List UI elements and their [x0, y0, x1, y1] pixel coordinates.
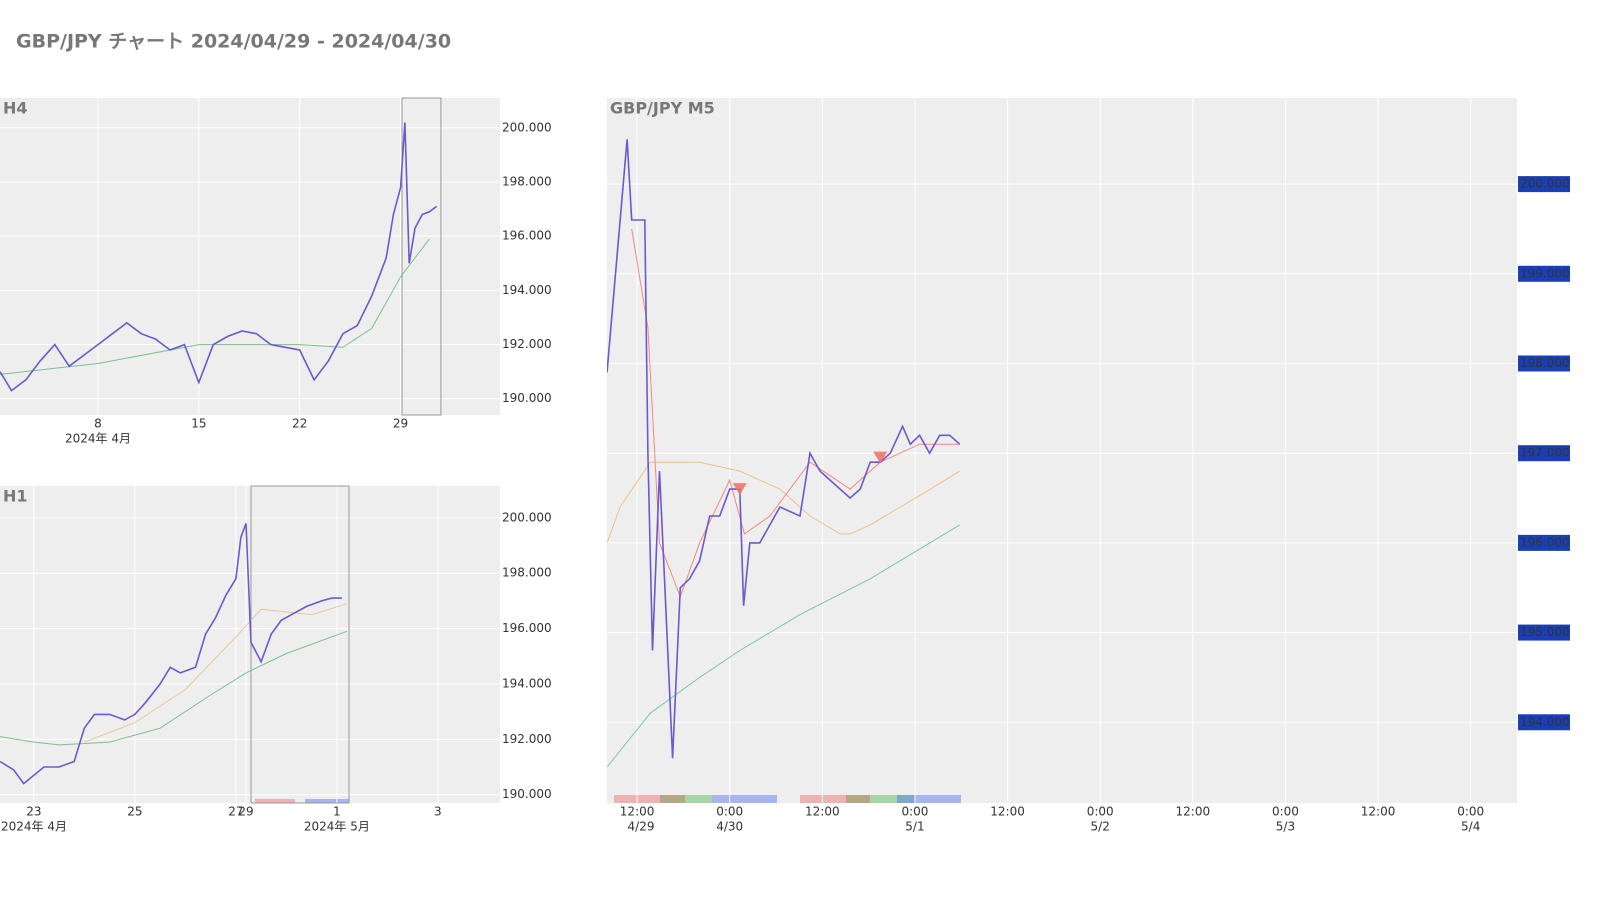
- y-tick-label: 198.000: [1520, 356, 1570, 370]
- y-label-box: [1518, 624, 1570, 641]
- price-line: [0, 122, 438, 392]
- session: [685, 795, 712, 803]
- y-label-box: [1518, 445, 1570, 462]
- x-tick-label: 0:00: [1457, 805, 1484, 819]
- y-tick-label: 196.000: [502, 621, 552, 635]
- y-tick-label: 192.000: [502, 732, 552, 746]
- session: [870, 795, 897, 803]
- y-tick-label: 194.000: [502, 676, 552, 690]
- y-label-box: [1518, 265, 1570, 282]
- session: [712, 795, 777, 803]
- plot-bg: [0, 98, 500, 415]
- plot-bg: [0, 486, 500, 803]
- y-tick-label: 194.000: [502, 283, 552, 297]
- x-tick-label: 29: [238, 805, 253, 819]
- x-sub-label: 5/1: [905, 820, 924, 834]
- x-tick-label: 0:00: [1087, 805, 1114, 819]
- session: [660, 795, 685, 803]
- session: [846, 795, 870, 803]
- x-tick-label: 15: [191, 417, 206, 431]
- y-tick-label: 199.000: [1520, 266, 1570, 280]
- y-label-box: [1518, 176, 1570, 193]
- y-tick-label: 196.000: [1520, 535, 1570, 549]
- page-title: GBP/JPY チャート 2024/04/29 - 2024/04/30: [16, 31, 451, 53]
- x-sub-label: 5/2: [1091, 820, 1110, 834]
- x-tick-label: 0:00: [716, 805, 743, 819]
- y-tick-label: 198.000: [502, 174, 552, 188]
- x-tick-label: 12:00: [1176, 805, 1211, 819]
- x-tick-label: 0:00: [1272, 805, 1299, 819]
- chart-title: GBP/JPY M5: [610, 99, 715, 118]
- chart-title: H4: [3, 99, 28, 118]
- x-tick-label: 12:00: [1361, 805, 1396, 819]
- y-tick-label: 198.000: [502, 566, 552, 580]
- y-tick-label: 200.000: [502, 510, 552, 524]
- y-tick-label: 200.000: [1520, 177, 1570, 191]
- sell-signal: [732, 483, 747, 496]
- x-tick-label: 8: [94, 417, 102, 431]
- x-sub-label: 4/29: [628, 820, 655, 834]
- ma-line: [607, 461, 960, 544]
- plot-bg: [607, 98, 1517, 803]
- session: [255, 799, 295, 803]
- y-tick-label: 190.000: [502, 391, 552, 405]
- x-tick-label: 3: [434, 805, 442, 819]
- x-sub-label: 4/30: [716, 820, 743, 834]
- session: [305, 799, 349, 803]
- y-label-box: [1518, 355, 1570, 372]
- ma-line: [84, 603, 348, 743]
- ma-line: [0, 238, 430, 375]
- highlight-box: [250, 485, 350, 804]
- session: [897, 795, 915, 803]
- chart-title: H1: [3, 487, 28, 506]
- y-tick-label: 192.000: [502, 337, 552, 351]
- x-tick-label: 0:00: [901, 805, 928, 819]
- x-sub-label: 2024年 4月: [1, 820, 67, 834]
- session: [800, 795, 846, 803]
- price-line: [0, 523, 342, 785]
- x-tick-label: 25: [127, 805, 142, 819]
- x-tick-label: 1: [333, 805, 341, 819]
- y-label-box: [1518, 714, 1570, 731]
- x-tick-label: 12:00: [990, 805, 1025, 819]
- y-tick-label: 195.000: [1520, 625, 1570, 639]
- x-sub-label: 2024年 4月: [65, 432, 131, 446]
- y-tick-label: 197.000: [1520, 446, 1570, 460]
- y-tick-label: 196.000: [502, 229, 552, 243]
- y-tick-label: 194.000: [1520, 715, 1570, 729]
- x-tick-label: 12:00: [805, 805, 840, 819]
- highlight-box: [401, 97, 442, 416]
- session: [915, 795, 961, 803]
- ma-line: [607, 524, 960, 768]
- price-line: [607, 139, 961, 759]
- x-tick-label: 23: [26, 805, 41, 819]
- x-sub-label: 5/3: [1276, 820, 1295, 834]
- ma-line: [0, 630, 348, 746]
- x-tick-label: 27: [228, 805, 243, 819]
- x-tick-label: 12:00: [620, 805, 655, 819]
- x-sub-label: 5/4: [1461, 820, 1480, 834]
- x-tick-label: 22: [292, 417, 307, 431]
- y-tick-label: 190.000: [502, 787, 552, 801]
- x-tick-label: 29: [393, 417, 408, 431]
- y-tick-label: 200.000: [502, 120, 552, 134]
- x-sub-label: 2024年 5月: [304, 820, 370, 834]
- sell-signal: [873, 451, 888, 464]
- y-label-box: [1518, 534, 1570, 551]
